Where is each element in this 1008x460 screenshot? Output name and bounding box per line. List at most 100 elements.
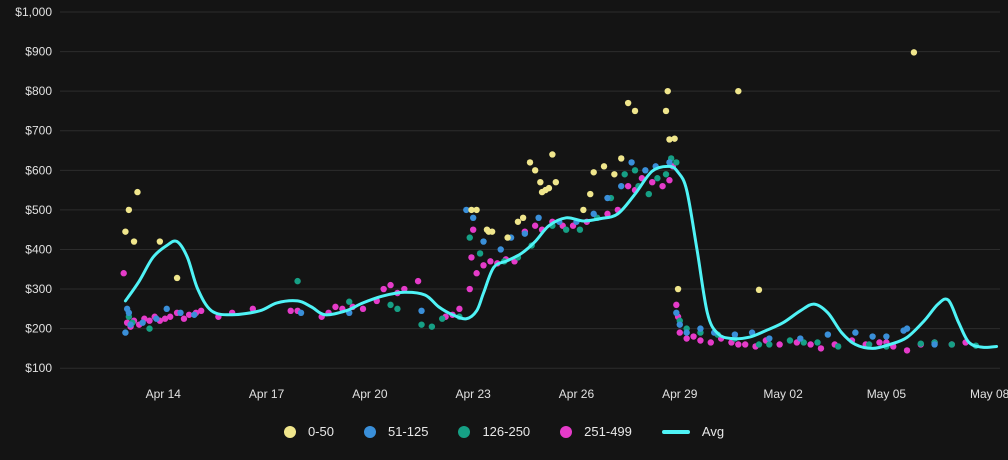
data-point-0-50	[468, 206, 475, 214]
legend-item-251-499[interactable]: 251-499	[560, 424, 632, 439]
data-point-51-125	[418, 307, 425, 315]
data-point-251-499	[676, 329, 683, 336]
data-point-51-125	[683, 329, 690, 336]
y-tick-label: $700	[25, 124, 52, 138]
data-point-251-499	[473, 270, 480, 277]
data-point-51-125	[463, 206, 470, 214]
data-point-251-499	[185, 311, 193, 318]
legend-label-avg: Avg	[701, 424, 725, 439]
legend-item-0-50[interactable]: 0-50	[283, 424, 334, 439]
data-point-251-499	[903, 347, 911, 354]
data-point-126-250	[146, 325, 153, 332]
data-point-126-250	[645, 190, 652, 198]
y-tick-label: $200	[25, 322, 52, 336]
data-point-251-499	[707, 339, 714, 346]
data-point-51-125	[497, 246, 504, 253]
x-tick-label: May 02	[763, 387, 803, 401]
x-tick-label: Apr 20	[352, 387, 388, 401]
legend-item-126-250[interactable]: 126-250	[458, 424, 530, 439]
data-point-251-499	[690, 333, 697, 340]
data-point-0-50	[545, 184, 553, 192]
data-point-51-125	[642, 167, 649, 174]
data-point-251-499	[180, 315, 188, 322]
data-point-126-250	[562, 226, 570, 233]
data-point-126-250	[673, 159, 680, 166]
data-point-251-499	[876, 339, 883, 346]
x-tick-label: May 08	[970, 387, 1008, 401]
data-point-51-125	[590, 210, 597, 218]
data-point-51-125	[824, 331, 832, 338]
data-point-0-50	[526, 159, 534, 166]
x-axis-tick-labels: Apr 14 Apr 17 Apr 20 Apr 23 Apr 26 Apr 29 May …	[146, 387, 1008, 401]
data-point-0-50	[122, 228, 129, 235]
data-point-51-125	[125, 309, 133, 316]
data-point-51-125	[666, 159, 673, 166]
legend-swatch-51-125	[363, 425, 376, 438]
data-point-251-499	[197, 307, 205, 315]
data-points	[120, 49, 980, 354]
data-point-126-250	[865, 341, 873, 348]
data-point-0-50	[156, 238, 164, 245]
data-point-51-125	[297, 309, 305, 316]
data-point-126-250	[394, 305, 401, 313]
data-point-251-499	[817, 345, 825, 352]
data-point-51-125	[535, 214, 542, 222]
legend-swatch-126-250	[458, 425, 471, 438]
data-point-51-125	[852, 329, 859, 336]
data-point-0-50	[580, 206, 587, 214]
data-point-51-125	[177, 309, 184, 316]
legend: 0-50 51-125 126-250 251-499 Avg	[0, 424, 1008, 439]
data-point-251-499	[166, 313, 174, 320]
data-point-51-125	[869, 333, 876, 340]
data-point-251-499	[359, 305, 367, 313]
x-tick-label: Apr 17	[249, 387, 285, 401]
data-point-51-125	[139, 319, 146, 326]
data-point-0-50	[910, 49, 918, 56]
y-axis-tick-labels: $100 $200 $300 $400 $500 $600 $700 $800 $900 $1,0…	[15, 5, 52, 375]
data-point-251-499	[604, 210, 611, 218]
avg-line	[123, 164, 999, 350]
legend-label-51-125: 51-125	[387, 424, 429, 439]
data-point-251-499	[649, 178, 656, 186]
data-point-126-250	[755, 341, 763, 348]
data-point-126-250	[346, 298, 353, 305]
data-point-251-499	[249, 305, 257, 313]
x-tick-label: Apr 23	[456, 387, 492, 401]
data-point-126-250	[476, 250, 484, 257]
data-point-0-50	[473, 206, 480, 214]
data-point-51-125	[931, 341, 938, 348]
legend-item-avg[interactable]: Avg	[661, 424, 725, 439]
y-tick-label: $600	[25, 163, 52, 177]
data-point-251-499	[287, 307, 294, 315]
data-point-251-499	[469, 226, 477, 233]
data-point-251-499	[807, 341, 814, 348]
data-point-0-50	[671, 135, 678, 142]
data-point-51-125	[604, 194, 611, 202]
data-point-251-499	[697, 337, 704, 344]
y-tick-label: $1,000	[15, 5, 52, 19]
data-point-126-250	[948, 341, 955, 348]
scatter-chart: $100 $200 $300 $400 $500 $600 $700 $800 $900 $1,0…	[15, 5, 1008, 401]
data-point-51-125	[731, 331, 739, 338]
legend-swatch-0-50	[283, 425, 296, 438]
x-tick-label: Apr 29	[662, 387, 698, 401]
data-point-51-125	[883, 333, 890, 340]
data-point-251-499	[624, 182, 632, 190]
data-point-0-50	[173, 274, 181, 282]
data-point-51-125	[163, 305, 170, 313]
data-point-0-50	[549, 151, 556, 158]
data-point-51-125	[521, 230, 529, 237]
legend-item-51-125[interactable]: 51-125	[363, 424, 429, 439]
data-point-251-499	[531, 222, 539, 229]
data-point-126-250	[814, 339, 821, 346]
y-tick-label: $500	[25, 203, 52, 217]
y-tick-label: $100	[25, 361, 52, 375]
data-point-51-125	[676, 321, 683, 328]
data-point-251-499	[659, 182, 666, 190]
data-point-251-499	[466, 285, 473, 293]
data-point-0-50	[590, 169, 597, 176]
data-point-0-50	[631, 107, 639, 115]
data-point-0-50	[618, 155, 625, 162]
data-point-0-50	[755, 286, 763, 294]
data-point-251-499	[776, 341, 783, 348]
